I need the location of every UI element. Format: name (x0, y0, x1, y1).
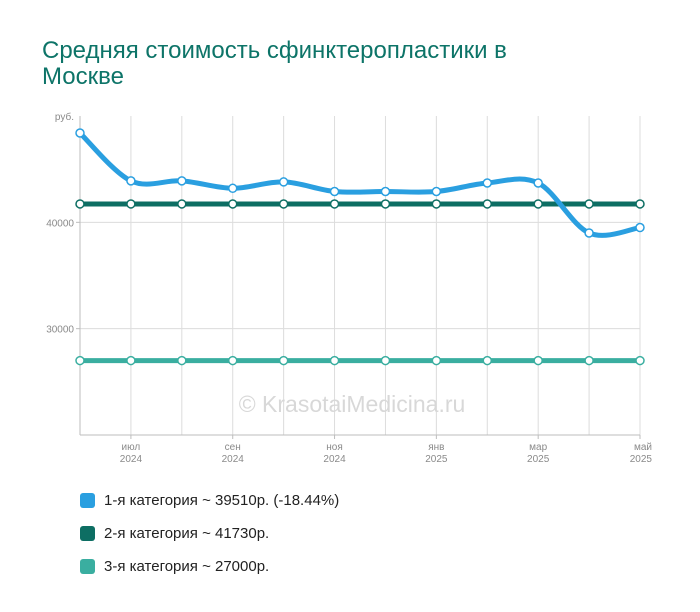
data-point-series-2 (227, 199, 238, 209)
legend-label-2: 2-я категория ~ 41730р. (104, 525, 270, 542)
data-points (75, 128, 645, 366)
data-point-series-3 (177, 355, 187, 366)
legend-label-1: 1-я категория ~ 39510р. (-18.44%) (104, 492, 340, 509)
data-point-series-2 (126, 199, 136, 209)
data-point-series-3 (75, 355, 85, 366)
data-point-series-3 (584, 355, 594, 366)
data-point-series-3 (431, 355, 442, 366)
data-point-series-2 (380, 199, 391, 209)
x-tick-label-month: мар (529, 442, 547, 453)
y-tick-label: 30000 (46, 325, 74, 336)
data-point-series-2 (635, 199, 645, 209)
data-point-series-1 (482, 178, 493, 188)
data-point-series-1 (584, 228, 594, 238)
x-tick-label-year: 2024 (323, 454, 346, 465)
data-point-series-2 (533, 199, 543, 209)
data-point-series-1 (329, 186, 340, 197)
legend-item-1[interactable]: 1-я категория ~ 39510р. (-18.44%) (80, 484, 339, 517)
y-unit-label: руб. (55, 111, 74, 123)
data-point-series-3 (533, 355, 543, 366)
x-tick-label-year: 2025 (527, 454, 550, 465)
x-tick-label-year: 2024 (222, 454, 245, 465)
legend-swatch-3 (80, 559, 95, 574)
data-point-series-1 (533, 178, 543, 188)
data-point-series-3 (482, 355, 493, 366)
data-point-series-2 (431, 199, 442, 209)
x-tick-label-month: июл (122, 442, 141, 453)
data-point-series-1 (431, 186, 442, 197)
chart-title: Средняя стоимость сфинктеропластики в Мо… (42, 37, 507, 90)
x-tick-label-month: янв (428, 442, 444, 453)
series-line-1 (77, 130, 643, 238)
data-point-series-2 (329, 199, 340, 209)
data-point-series-2 (278, 199, 289, 209)
legend: 1-я категория ~ 39510р. (-18.44%) 2-я ка… (80, 484, 339, 583)
data-point-series-1 (177, 176, 187, 186)
x-tick-label-month: ноя (326, 442, 343, 453)
data-point-series-1 (278, 177, 289, 187)
legend-label-3: 3-я категория ~ 27000р. (104, 558, 270, 575)
legend-item-2[interactable]: 2-я категория ~ 41730р. (80, 517, 339, 550)
x-tick-label-year: 2024 (120, 454, 143, 465)
x-tick-label-year: 2025 (425, 454, 448, 465)
data-point-series-1 (635, 222, 645, 233)
legend-swatch-2 (80, 526, 95, 541)
data-point-series-2 (584, 199, 594, 209)
data-point-series-3 (227, 355, 238, 366)
data-point-series-3 (635, 355, 645, 366)
data-point-series-1 (227, 183, 238, 194)
data-point-series-2 (75, 199, 85, 209)
series-lines (77, 130, 643, 364)
data-point-series-3 (380, 355, 391, 366)
data-point-series-3 (329, 355, 340, 366)
x-tick-label-year: 2025 (630, 454, 653, 465)
watermark: © KrasotaiMedicina.ru (239, 391, 466, 417)
line-chart: © KrasotaiMedicina.ru руб.3000040000июл2… (46, 111, 652, 465)
x-tick-label-month: сен (225, 442, 241, 453)
data-point-series-1 (380, 186, 391, 197)
legend-swatch-1 (80, 493, 95, 508)
grid (80, 116, 641, 435)
x-tick-label-month: май (634, 442, 652, 453)
data-point-series-3 (126, 355, 136, 366)
legend-item-3[interactable]: 3-я категория ~ 27000р. (80, 550, 339, 583)
data-point-series-1 (75, 128, 85, 138)
data-point-series-2 (482, 199, 493, 209)
data-point-series-3 (278, 355, 289, 366)
data-point-series-2 (177, 199, 187, 209)
y-tick-label: 40000 (46, 218, 74, 229)
axes: руб.3000040000июл2024сен2024ноя2024янв20… (46, 111, 652, 465)
data-point-series-1 (126, 176, 136, 186)
